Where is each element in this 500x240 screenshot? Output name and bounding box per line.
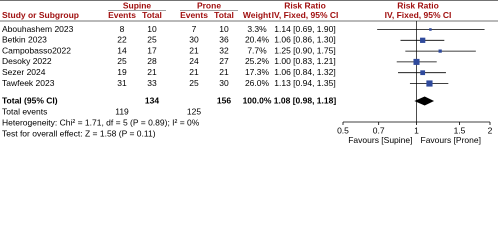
- effect-marker: [429, 28, 432, 31]
- column-header: Total: [214, 10, 234, 20]
- study-cell: 10: [147, 24, 157, 34]
- total-cell: 156: [217, 95, 231, 105]
- study-cell: 30: [219, 78, 229, 88]
- study-cell: 21: [189, 45, 199, 55]
- study-name: Desoky 2022: [2, 56, 52, 66]
- study-cell: 30: [189, 35, 199, 45]
- study-cell: 3.3%: [247, 24, 267, 34]
- study-cell: 19: [117, 67, 127, 77]
- study-cell: 21: [189, 67, 199, 77]
- total-cell: Total (95% CI): [2, 95, 58, 105]
- group-label: Supine: [123, 0, 152, 10]
- x-tick-label: 2: [488, 125, 493, 135]
- column-header: Study or Subgroup: [2, 10, 79, 20]
- study-cell: 20.4%: [245, 35, 270, 45]
- study-cell: 26.0%: [245, 78, 270, 88]
- study-cell: 1.25 [0.90, 1.75]: [274, 45, 335, 55]
- study-cell: 1.14 [0.69, 1.90]: [274, 24, 335, 34]
- x-tick-label: 0.5: [337, 125, 349, 135]
- study-cell: 32: [219, 45, 229, 55]
- effect-marker: [413, 58, 420, 65]
- total-cell: 100.0%: [243, 95, 272, 105]
- study-cell: 17: [147, 45, 157, 55]
- study-cell: 7.7%: [247, 45, 267, 55]
- study-cell: 1.13 [0.94, 1.35]: [274, 78, 335, 88]
- column-header: Total: [142, 10, 162, 20]
- overall-effect: Test for overall effect: Z = 1.58 (P = 0…: [2, 128, 156, 138]
- group-label: Prone: [197, 0, 221, 10]
- study-name: Tawfeek 2023: [2, 78, 55, 88]
- effect-header: Risk Ratio: [284, 0, 326, 10]
- heterogeneity: Heterogeneity: Chi² = 1.71, df = 5 (P = …: [2, 117, 200, 127]
- study-cell: 1.06 [0.84, 1.32]: [274, 67, 335, 77]
- total-events-cell: 125: [187, 106, 201, 116]
- study-cell: 28: [147, 56, 157, 66]
- plot-header: Risk Ratio: [397, 0, 439, 10]
- total-events-cell: 119: [115, 106, 129, 116]
- total-cell: 1.08 [0.98, 1.18]: [274, 95, 337, 105]
- study-cell: 10: [219, 24, 229, 34]
- x-tick-label: 1.5: [454, 125, 466, 135]
- study-cell: 21: [219, 67, 229, 77]
- study-cell: 25: [117, 56, 127, 66]
- x-tick-label: 1: [414, 125, 419, 135]
- study-cell: 7: [192, 24, 197, 34]
- study-cell: 1.06 [0.86, 1.30]: [274, 35, 335, 45]
- total-events-cell: Total events: [2, 106, 47, 116]
- study-cell: 25.2%: [245, 56, 270, 66]
- study-cell: 31: [117, 78, 127, 88]
- favours-label: Favours [Supine]: [348, 135, 412, 145]
- plot-header: IV, Fixed, 95% CI: [385, 10, 452, 20]
- study-cell: 14: [117, 45, 127, 55]
- study-name: Abouhashem 2023: [2, 24, 74, 34]
- study-cell: 8: [120, 24, 125, 34]
- study-cell: 25: [189, 78, 199, 88]
- study-cell: 22: [117, 35, 127, 45]
- column-header: Events: [180, 10, 208, 20]
- column-header: IV, Fixed, 95% CI: [272, 10, 339, 20]
- study-name: Betkin 2023: [2, 35, 47, 45]
- effect-marker: [426, 80, 433, 87]
- study-cell: 25: [147, 35, 157, 45]
- study-name: Sezer 2024: [2, 67, 46, 77]
- effect-marker: [420, 70, 426, 76]
- column-header: Weight: [243, 10, 271, 20]
- study-cell: 17.3%: [245, 67, 270, 77]
- study-cell: 27: [219, 56, 229, 66]
- favours-label: Favours [Prone]: [421, 135, 481, 145]
- study-name: Campobasso2022: [2, 45, 71, 55]
- study-cell: 33: [147, 78, 157, 88]
- summary-diamond: [414, 96, 435, 106]
- x-tick-label: 0.7: [373, 125, 385, 135]
- study-cell: 1.00 [0.83, 1.21]: [274, 56, 335, 66]
- column-header: Events: [108, 10, 136, 20]
- study-cell: 24: [189, 56, 199, 66]
- total-cell: 134: [145, 95, 159, 105]
- effect-marker: [420, 37, 426, 43]
- study-cell: 36: [219, 35, 229, 45]
- study-cell: 21: [147, 67, 157, 77]
- effect-marker: [438, 49, 442, 53]
